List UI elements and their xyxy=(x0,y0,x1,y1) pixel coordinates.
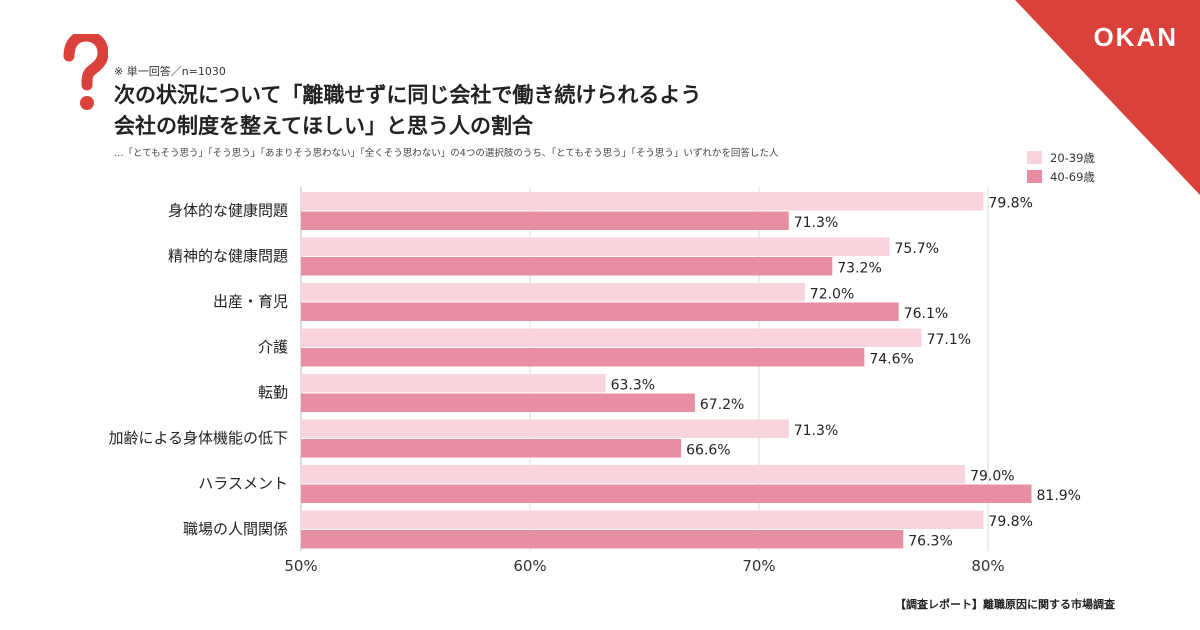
bar-older xyxy=(301,302,899,321)
value-label: 75.7% xyxy=(895,241,939,257)
value-label: 76.1% xyxy=(904,306,948,322)
category-label: 精神的な健康問題 xyxy=(168,247,288,265)
bar-young xyxy=(301,510,984,529)
category-label: 出産・育児 xyxy=(213,293,288,311)
category-label: 転勤 xyxy=(258,384,288,402)
bar-young xyxy=(301,237,890,256)
category-label: 身体的な健康問題 xyxy=(168,202,288,220)
value-label: 79.8% xyxy=(988,514,1032,530)
category-label: 加齢による身体機能の低下 xyxy=(108,429,288,447)
value-label: 71.3% xyxy=(794,215,838,231)
bar-older xyxy=(301,484,1032,503)
bar-young xyxy=(301,328,922,347)
value-label: 81.9% xyxy=(1037,488,1081,504)
chart-subtitle: …「とてもそう思う」「そう思う」「あまりそう思わない」「全くそう思わない」の4つ… xyxy=(114,148,779,159)
value-label: 71.3% xyxy=(794,423,838,439)
value-label: 67.2% xyxy=(700,397,744,413)
question-mark-icon xyxy=(63,34,108,110)
legend-label-older: 40-69歳 xyxy=(1050,169,1095,184)
bar-older xyxy=(301,257,833,276)
legend-item-older: 40-69歳 xyxy=(1027,167,1095,186)
legend-label-young: 20-39歳 xyxy=(1050,150,1095,165)
legend: 20-39歳 40-69歳 xyxy=(1027,148,1095,186)
value-label: 79.8% xyxy=(988,196,1032,212)
bar-young xyxy=(301,283,805,302)
x-tick-label: 70% xyxy=(742,557,775,575)
value-label: 74.6% xyxy=(869,352,913,368)
bar-older xyxy=(301,211,789,230)
bar-older xyxy=(301,439,682,458)
legend-swatch-young xyxy=(1027,151,1042,164)
x-tick-label: 60% xyxy=(513,557,546,575)
category-label: 職場の人間関係 xyxy=(183,520,288,538)
value-label: 76.3% xyxy=(908,534,952,550)
value-label: 77.1% xyxy=(927,332,971,348)
bar-young xyxy=(301,465,966,484)
category-label: 介護 xyxy=(258,338,288,356)
bar-young xyxy=(301,419,789,438)
value-label: 73.2% xyxy=(837,261,881,277)
sample-note: ※ 単一回答／n=1030 xyxy=(114,65,226,78)
bar-young xyxy=(301,374,606,393)
bar-older xyxy=(301,530,904,549)
x-tick-label: 50% xyxy=(284,557,317,575)
value-label: 63.3% xyxy=(611,378,655,394)
title-line-1: 次の状況について「離職せずに同じ会社で働き続けられるよう xyxy=(114,83,702,107)
x-tick-label: 80% xyxy=(971,557,1004,575)
category-label: ハラスメント xyxy=(198,475,288,493)
bar-older xyxy=(301,393,695,412)
legend-swatch-older xyxy=(1027,170,1042,183)
bar-older xyxy=(301,348,865,367)
chart-title: 次の状況について「離職せずに同じ会社で働き続けられるよう 会社の制度を整えてほし… xyxy=(114,80,834,142)
corner-banner xyxy=(1015,0,1200,195)
value-label: 66.6% xyxy=(686,443,730,459)
bar-young xyxy=(301,192,984,211)
value-label: 79.0% xyxy=(970,469,1014,485)
title-line-2: 会社の制度を整えてほしい」と思う人の割合 xyxy=(114,114,533,138)
legend-item-young: 20-39歳 xyxy=(1027,148,1095,167)
okan-logo: OKAN xyxy=(1093,22,1178,52)
source-footer: 【調査レポート】離職原因に関する市場調査 xyxy=(895,598,1115,611)
value-label: 72.0% xyxy=(810,287,854,303)
